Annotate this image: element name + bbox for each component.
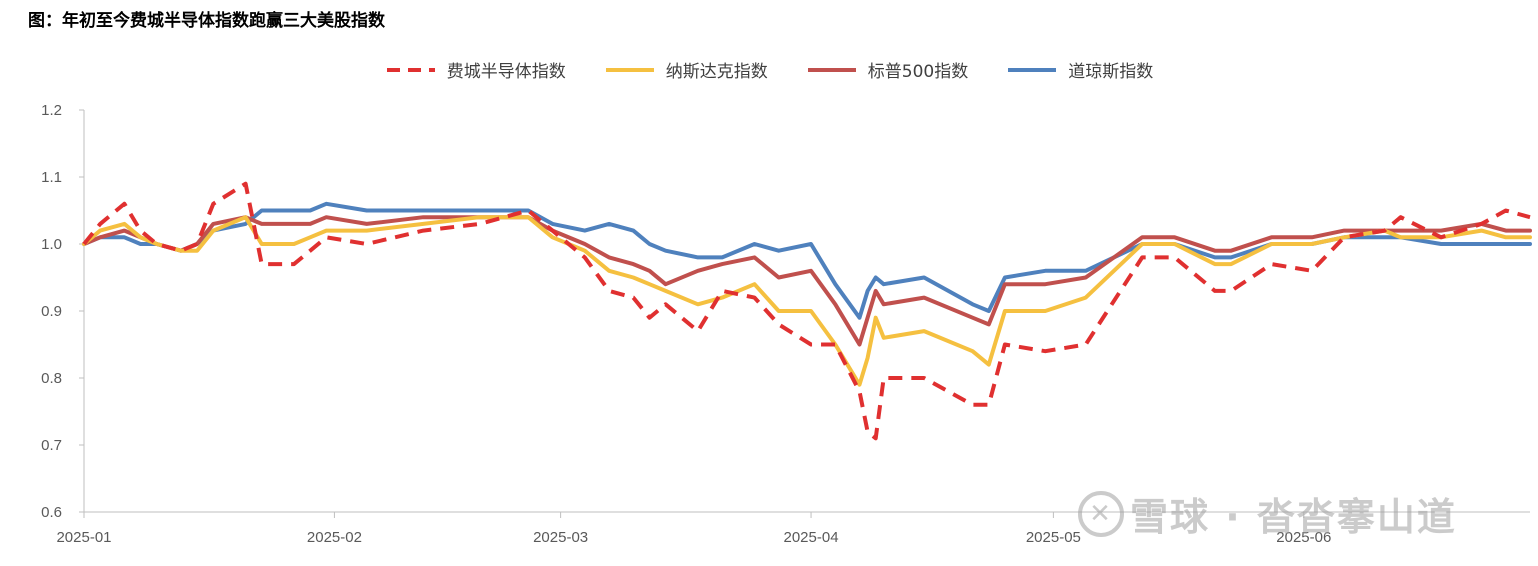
legend-label: 费城半导体指数: [446, 62, 566, 82]
legend-item-3: 道琼斯指数: [1006, 57, 1153, 82]
legend-swatch: [1008, 67, 1057, 72]
y-tick-label: 0.8: [41, 370, 62, 387]
legend-label: 纳斯达克指数: [665, 62, 768, 82]
x-tick-label: 2025-05: [1026, 529, 1081, 546]
watermark: ✕ 雪球 · 沓沓搴山道: [1078, 486, 1457, 541]
y-tick-label: 0.6: [41, 504, 62, 521]
legend-item-2: 标普500指数: [806, 57, 968, 82]
xueqiu-logo-icon: ✕: [1078, 490, 1124, 537]
series-line-1: [82, 215, 1532, 387]
x-tick-label: 2025-03: [533, 529, 588, 546]
chart-title: 图：年初至今费城半导体指数跑赢三大美股指数: [28, 11, 385, 31]
y-tick-label: 1.1: [41, 169, 62, 186]
chart-axes: 0.6 0.7 0.8 0.9 1.0 1.1 1.2 2025-01 2025-02 2025-…: [41, 102, 1530, 546]
x-tick-label: 2025-06: [1276, 529, 1331, 546]
series-line-3: [82, 201, 1532, 320]
watermark-text: 雪球 · 沓沓搴山道: [1130, 495, 1457, 539]
chart-series-lines: [82, 181, 1532, 441]
legend-item-0: 费城半导体指数: [385, 57, 566, 82]
legend-swatch: [605, 67, 654, 72]
x-tick-label: 2025-04: [784, 529, 839, 546]
x-tick-label: 2025-02: [307, 529, 362, 546]
y-tick-label: 0.7: [41, 437, 62, 454]
x-tick-label: 2025-01: [56, 529, 111, 546]
legend-label: 道琼斯指数: [1068, 62, 1154, 82]
y-tick-label: 0.9: [41, 303, 62, 320]
y-tick-label: 1.0: [41, 236, 62, 253]
series-line-0: [82, 181, 1531, 441]
legend-label: 标普500指数: [867, 62, 969, 82]
legend-swatch: [386, 67, 435, 72]
legend-swatch: [807, 67, 856, 72]
y-tick-label: 1.2: [41, 102, 62, 119]
series-line-2: [82, 215, 1532, 347]
chart-legend: 费城半导体指数 纳斯达克指数 标普500指数 道琼斯指数: [0, 57, 1538, 82]
legend-item-1: 纳斯达克指数: [604, 57, 768, 82]
